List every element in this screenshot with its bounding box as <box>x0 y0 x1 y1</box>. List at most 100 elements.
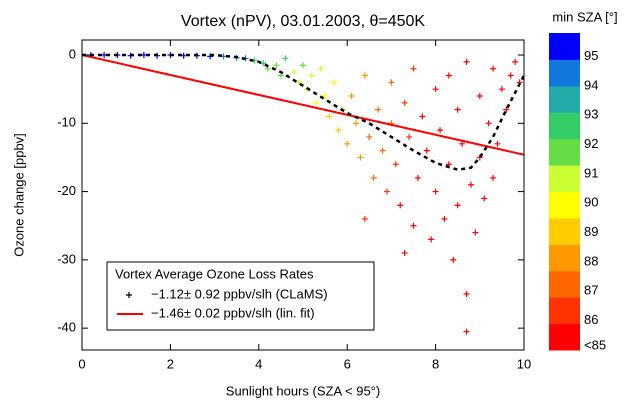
colorbar-tick-label: 86 <box>584 312 598 327</box>
colorbar-tick-label: 87 <box>584 283 598 298</box>
data-point <box>445 72 452 79</box>
model-curve <box>82 53 524 172</box>
colorbar-band <box>549 217 580 245</box>
colorbar-tick-label: 91 <box>584 165 598 180</box>
y-axis-label: Ozone change [ppbv] <box>11 133 26 257</box>
data-point <box>476 92 483 99</box>
colorbar-title: min SZA [°] <box>552 9 617 24</box>
data-point <box>388 79 395 86</box>
y-tick-label: -30 <box>57 251 76 266</box>
data-point <box>419 113 426 120</box>
data-point <box>379 147 386 154</box>
data-point <box>472 229 479 236</box>
data-point <box>308 72 315 79</box>
data-point <box>454 202 461 209</box>
data-point <box>490 65 497 72</box>
colorbar-tick-label: 88 <box>584 253 598 268</box>
y-tick-label: -40 <box>57 320 76 335</box>
x-axis-label: Sunlight hours (SZA < 95°) <box>226 383 380 398</box>
legend-label: −1.46± 0.02 ppbv/slh (lin. fit) <box>151 305 315 320</box>
legend-box <box>106 261 375 331</box>
data-point <box>397 202 404 209</box>
data-point <box>463 58 470 65</box>
data-point <box>467 181 474 188</box>
chart-title: Vortex (nPV), 03.01.2003, θ=450K <box>181 13 426 30</box>
data-point <box>366 133 373 140</box>
x-tick-label: 0 <box>78 356 85 371</box>
data-point <box>273 62 280 69</box>
data-point <box>344 140 351 147</box>
data-point <box>503 106 510 113</box>
data-point <box>490 174 497 181</box>
data-point <box>423 147 430 154</box>
data-point <box>507 72 514 79</box>
data-point <box>437 127 444 134</box>
x-tick-label: 6 <box>344 356 351 371</box>
data-point <box>481 195 488 202</box>
data-point <box>392 161 399 168</box>
data-point <box>401 250 408 257</box>
colorbar-band <box>549 191 580 219</box>
data-point <box>361 215 368 222</box>
colorbar-band <box>549 138 580 166</box>
data-point <box>410 222 417 229</box>
colorbar-band <box>549 165 580 192</box>
data-point <box>414 174 421 181</box>
data-point <box>463 328 470 335</box>
colorbar-tick-label: 94 <box>584 77 598 92</box>
data-point <box>375 106 382 113</box>
data-point <box>450 256 457 263</box>
y-tick-label: -20 <box>57 183 76 198</box>
plot-frame <box>81 39 525 351</box>
plot-area <box>82 52 524 335</box>
colorbar-band <box>549 244 580 272</box>
y-tick-label: 0 <box>69 46 76 61</box>
data-point <box>361 72 368 79</box>
data-point <box>260 60 267 67</box>
data-point <box>295 79 302 86</box>
fit-line <box>82 54 524 156</box>
data-point <box>383 188 390 195</box>
colorbar-band <box>549 59 580 87</box>
data-point <box>326 113 333 120</box>
data-point <box>432 86 439 93</box>
data-point <box>291 69 298 76</box>
data-point <box>330 79 337 86</box>
colorbar-tick-label: 95 <box>584 48 598 63</box>
x-tick-label: 4 <box>255 356 262 371</box>
colorbar-band <box>549 85 580 113</box>
colorbar-tick-label: 90 <box>584 195 598 210</box>
legend-title: Vortex Average Ozone Loss Rates <box>115 266 314 281</box>
colorbar-band <box>549 112 580 140</box>
data-point <box>335 127 342 134</box>
colorbar-band <box>549 270 580 298</box>
data-point <box>317 65 324 72</box>
y-tick-label: -10 <box>57 115 76 130</box>
data-point <box>282 55 289 62</box>
colorbar-band <box>549 323 580 351</box>
colorbar-tick-label: 93 <box>584 107 598 122</box>
legend-label: −1.12± 0.92 ppbv/slh (CLaMS) <box>151 286 328 301</box>
data-point <box>428 236 435 243</box>
data-point <box>512 58 519 65</box>
legend-marker <box>126 292 132 298</box>
data-point <box>432 188 439 195</box>
x-tick-label: 8 <box>432 356 439 371</box>
colorbar-band <box>549 297 580 325</box>
data-point <box>401 99 408 106</box>
data-point <box>353 120 360 127</box>
data-point <box>463 291 470 298</box>
colorbar-tick-label: 89 <box>584 224 598 239</box>
data-point <box>313 99 320 106</box>
data-point <box>406 133 413 140</box>
data-point <box>494 140 501 147</box>
data-point <box>485 120 492 127</box>
data-point <box>322 92 329 99</box>
data-point <box>370 174 377 181</box>
data-point <box>357 154 364 161</box>
data-point <box>300 62 306 69</box>
data-point <box>441 215 448 222</box>
colorbar-tick-label: <85 <box>584 337 606 352</box>
x-tick-label: 2 <box>167 356 174 371</box>
